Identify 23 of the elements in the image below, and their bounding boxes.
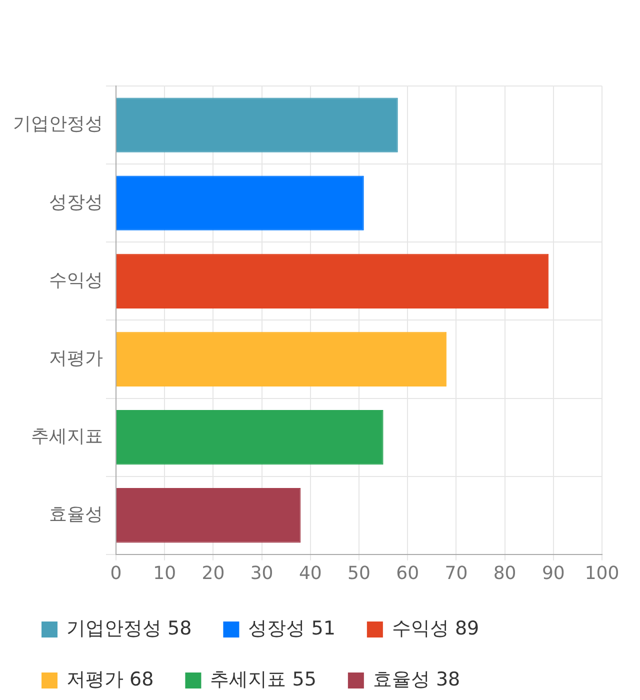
x-tick-label: 50 — [348, 562, 370, 584]
legend-label: 기업안정성 58 — [66, 617, 192, 640]
y-tick-label: 저평가 — [49, 348, 103, 369]
legend-label: 성장성 51 — [248, 617, 336, 640]
x-tick-label: 20 — [202, 562, 225, 584]
x-tick-label: 10 — [153, 562, 176, 584]
x-tick-label: 60 — [396, 562, 420, 584]
y-tick-label: 추세지표 — [31, 426, 103, 447]
x-tick-label: 40 — [298, 562, 322, 584]
legend-label: 수익성 89 — [392, 617, 480, 640]
y-tick-label: 효율성 — [49, 504, 103, 526]
x-tick-label: 80 — [493, 562, 516, 584]
legend-label: 저평가 68 — [66, 668, 154, 690]
y-tick-label: 기업안정성 — [13, 114, 103, 135]
x-tick-label: 70 — [444, 562, 468, 584]
legend-label: 추세지표 55 — [210, 668, 316, 690]
y-tick-label: 성장성 — [49, 192, 103, 213]
legend-label: 효율성 38 — [372, 668, 460, 690]
x-tick-label: 90 — [542, 562, 565, 584]
x-tick-label: 100 — [584, 562, 620, 584]
y-tick-label: 수익성 — [49, 270, 103, 291]
x-tick-label: 0 — [110, 562, 122, 584]
x-tick-label: 30 — [250, 562, 274, 584]
